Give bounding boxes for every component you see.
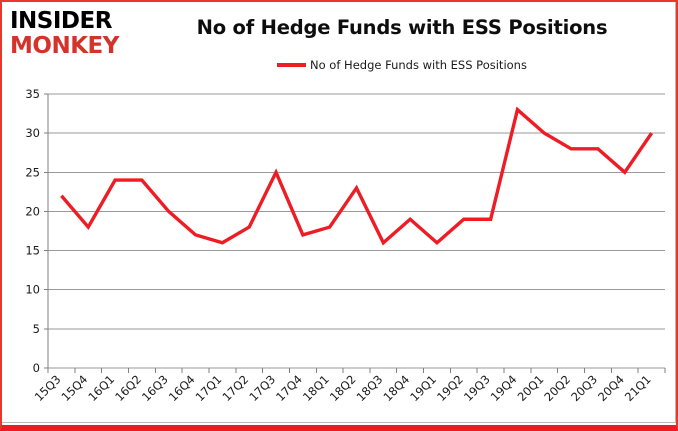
x-tick-label-20Q2: 20Q2 [541, 372, 573, 404]
x-tick-label-20Q1: 20Q1 [515, 372, 547, 404]
x-tick-label-17Q2: 17Q2 [219, 372, 251, 404]
legend-swatch-icon [277, 63, 307, 67]
legend-label: No of Hedge Funds with ESS Positions [310, 58, 527, 72]
x-axis-labels-group: 15Q315Q416Q116Q216Q316Q417Q117Q217Q317Q4… [32, 372, 654, 404]
chart-legend: No of Hedge Funds with ESS Positions [152, 58, 652, 72]
x-tick-label-18Q3: 18Q3 [354, 372, 386, 404]
y-tick-label-10: 10 [25, 283, 40, 297]
x-tick-label-16Q4: 16Q4 [166, 372, 198, 404]
data-series-group [60, 106, 653, 246]
y-axis-labels-group: 0 5 10 15 20 25 30 35 [25, 87, 40, 375]
chart-title: No of Hedge Funds with ESS Positions [196, 16, 608, 39]
x-tick-label-18Q2: 18Q2 [327, 372, 359, 404]
y-tick-label-0: 0 [33, 361, 40, 375]
x-tick-label-17Q3: 17Q3 [246, 372, 278, 404]
x-tick-label-18Q1: 18Q1 [300, 372, 332, 404]
x-tick-label-19Q4: 19Q4 [488, 372, 520, 404]
x-tick-label-18Q4: 18Q4 [380, 372, 412, 404]
logo-text-insider: INSIDER [10, 8, 112, 34]
x-tick-label-19Q3: 19Q3 [461, 372, 493, 404]
x-tick-label-16Q2: 16Q2 [112, 372, 144, 404]
insider-monkey-logo: INSIDER MONKEY [10, 10, 138, 58]
y-tick-label-20: 20 [25, 204, 40, 218]
x-tick-label-19Q1: 19Q1 [407, 372, 439, 404]
x-tick-label-21Q1: 21Q1 [622, 372, 654, 404]
y-tick-label-5: 5 [33, 322, 40, 336]
x-tick-label-17Q1: 17Q1 [193, 372, 225, 404]
x-tick-label-15Q3: 15Q3 [32, 372, 64, 404]
x-tick-label-16Q1: 16Q1 [85, 372, 117, 404]
y-tick-label-25: 25 [25, 165, 40, 179]
logo-text-monkey: MONKEY [10, 33, 119, 59]
y-tick-label-30: 30 [25, 126, 40, 140]
gridlines-group [48, 93, 665, 369]
x-tick-label-20Q4: 20Q4 [595, 372, 627, 404]
x-tick-label-16Q3: 16Q3 [139, 372, 171, 404]
x-tick-label-19Q2: 19Q2 [434, 372, 466, 404]
y-tick-label-15: 15 [25, 244, 40, 258]
x-tick-label-15Q4: 15Q4 [59, 372, 91, 404]
y-tick-label-35: 35 [25, 87, 40, 101]
x-tick-label-20Q3: 20Q3 [568, 372, 600, 404]
x-tick-label-17Q4: 17Q4 [273, 372, 305, 404]
axis-ticks-group [44, 93, 666, 373]
series-line-0 [60, 106, 653, 246]
